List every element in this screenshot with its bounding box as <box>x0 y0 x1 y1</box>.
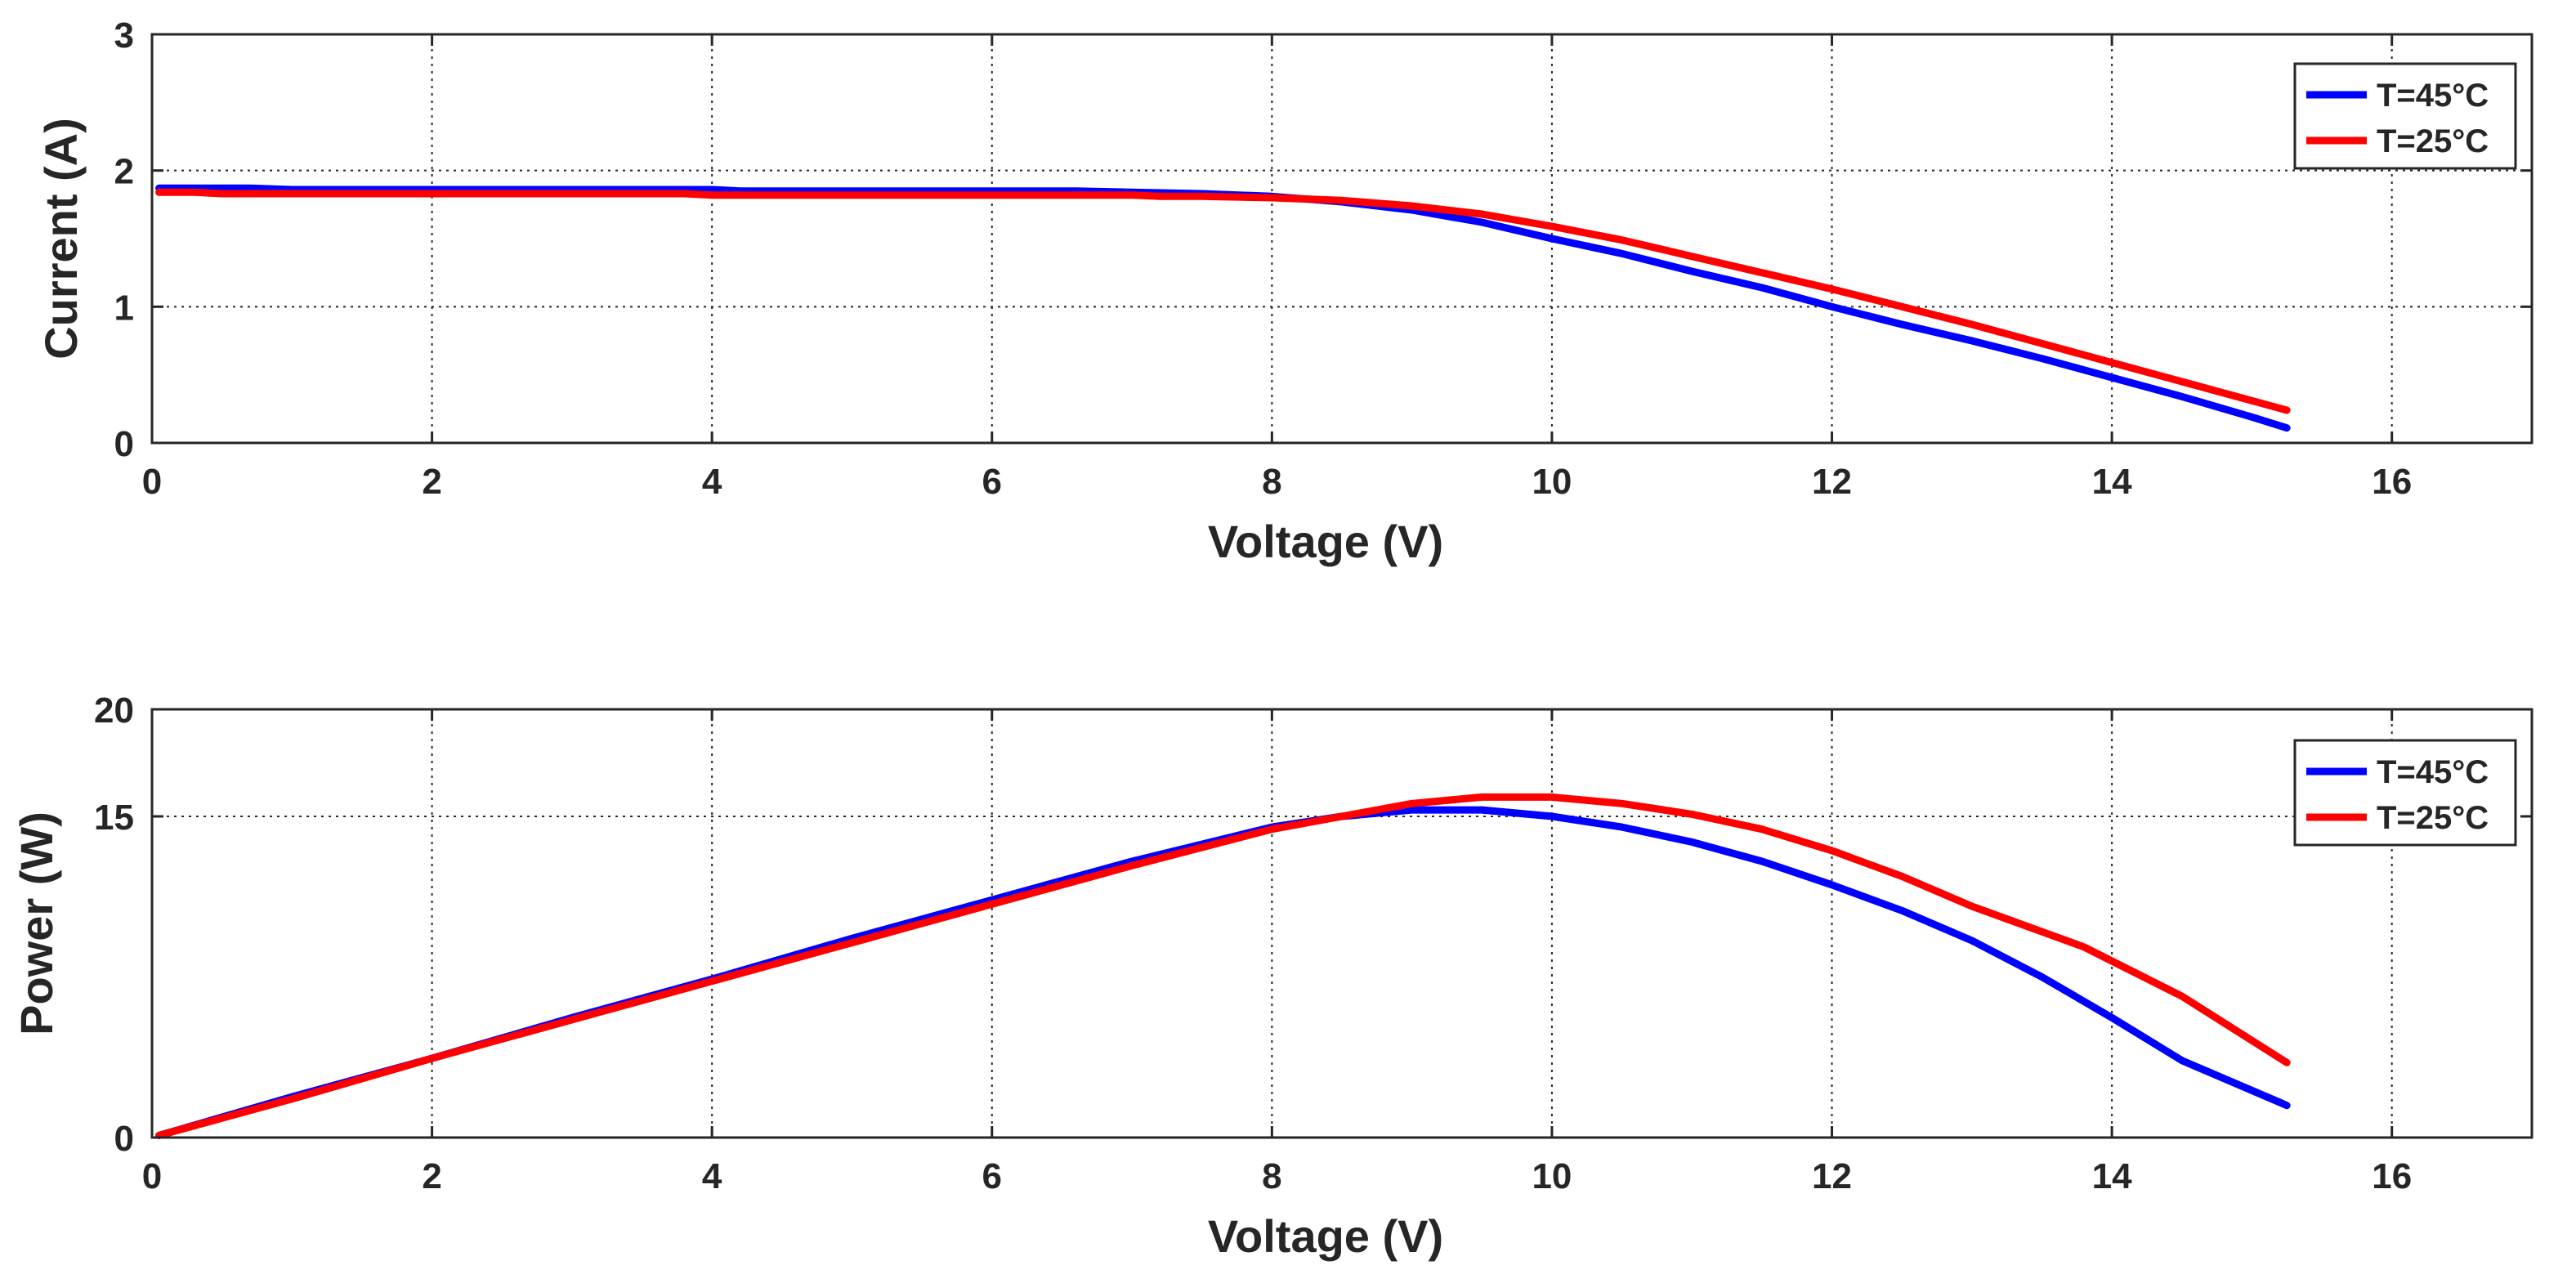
plot-area <box>152 34 2532 443</box>
legend: T=45°C T=25°C <box>2293 739 2517 847</box>
y-tick-label: 3 <box>114 16 134 56</box>
series-line-2 <box>155 188 2291 414</box>
y-tick-label: 20 <box>94 691 134 731</box>
x-tick-label: 0 <box>142 1156 162 1196</box>
legend: T=45°C T=25°C <box>2293 62 2517 170</box>
x-tick-label: 6 <box>982 1156 1002 1196</box>
x-tick-label: 12 <box>1812 1156 1852 1196</box>
x-tick-label: 14 <box>2092 1156 2132 1196</box>
x-tick-label: 10 <box>1532 462 1572 502</box>
y-tick-label: 1 <box>114 288 134 328</box>
x-tick-label: 6 <box>982 462 1002 502</box>
axes-frame <box>150 33 2534 445</box>
x-tick-label: 12 <box>1812 462 1852 502</box>
plot-area <box>152 709 2532 1138</box>
y-axis-label: Current (A) <box>35 118 87 360</box>
y-tick-label: 0 <box>114 424 134 464</box>
legend-label-1: T=45°C <box>2377 78 2489 114</box>
series-line-2 <box>155 793 2291 1139</box>
x-tick-label: 16 <box>2372 462 2412 502</box>
x-tick-label: 2 <box>422 462 441 502</box>
y-tick-label: 2 <box>114 152 134 192</box>
legend-label-2: T=25°C <box>2377 123 2489 159</box>
x-tick-label: 10 <box>1532 1156 1572 1196</box>
plot-panel-2: 0 2 4 6 8 10 12 14 16 0 15 20 Voltage (V) Power (W) T=… <box>11 691 2534 1262</box>
x-tick-label: 0 <box>142 462 162 502</box>
legend-box <box>2293 739 2517 847</box>
x-axis-label: Voltage (V) <box>1208 1210 1443 1262</box>
y-axis-label: Power (W) <box>11 811 62 1035</box>
x-axis-label: Voltage (V) <box>1208 516 1443 567</box>
legend-box <box>2293 62 2517 170</box>
y-tick-label: 15 <box>94 798 134 838</box>
x-tick-label: 14 <box>2092 462 2132 502</box>
legend-label-2: T=25°C <box>2377 800 2489 836</box>
x-tick-label: 4 <box>702 1156 722 1196</box>
x-tick-label: 8 <box>1262 462 1281 502</box>
x-tick-label: 8 <box>1262 1156 1281 1196</box>
x-tick-label: 16 <box>2372 1156 2412 1196</box>
x-tick-label: 4 <box>702 462 722 502</box>
legend-label-1: T=45°C <box>2377 754 2489 790</box>
axes-frame <box>150 708 2534 1139</box>
y-tick-label: 0 <box>114 1119 134 1159</box>
x-tick-label: 2 <box>422 1156 441 1196</box>
